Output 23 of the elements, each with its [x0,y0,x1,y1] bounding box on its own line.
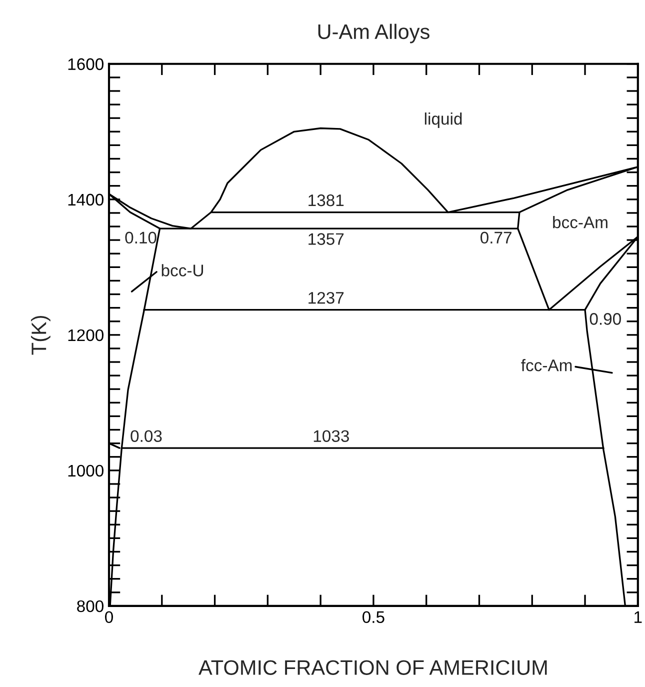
chart-title: U-Am Alloys [318,24,430,44]
y-tick-label: 1400 [68,194,104,206]
x-tick-label: 0 [105,611,113,624]
x-tick-label: 1 [634,611,642,623]
annotation: bcc-U [162,264,204,276]
y-tick-label: 1000 [68,464,104,477]
annotation: 0.77 [480,232,512,244]
annotation: 1381 [308,194,344,206]
annotation: fcc-Am [521,359,572,372]
x-axis-title: ATOMIC FRACTION OF AMERICIUM [198,660,547,675]
annotation: 0.10 [125,232,156,244]
annotation: 0.03 [130,430,162,442]
annotation: liquid [424,112,462,128]
annotation: 1237 [308,292,344,304]
annotation: 1033 [314,430,349,442]
annotation: 1357 [308,233,344,245]
y-axis-title: T(K) [30,316,50,355]
y-tick-label: 1600 [68,58,104,70]
y-tick-label: 1200 [68,329,104,342]
annotation: bcc-Am [553,216,608,228]
y-tick-label: 800 [77,600,104,612]
x-tick-label: 0.5 [362,611,384,624]
annotation: 0.90 [590,313,621,325]
